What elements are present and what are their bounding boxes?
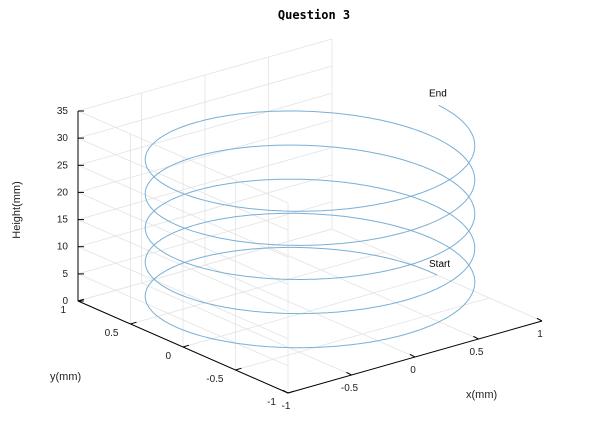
x-tick-label: 0 <box>410 365 416 376</box>
x-tick-mark <box>473 335 479 340</box>
y-tick-mark <box>130 321 137 325</box>
y-tick-mark <box>182 344 190 348</box>
grid-line <box>182 274 438 348</box>
y-tick-label: -0.5 <box>206 374 224 385</box>
grid-line <box>77 110 289 204</box>
grid-line <box>77 120 333 193</box>
grid-line <box>235 297 490 371</box>
z-tick-label: 5 <box>62 269 68 280</box>
grid-line <box>77 273 289 367</box>
z-tick-label: 30 <box>57 133 69 144</box>
x-tick-mark <box>409 353 416 358</box>
y-tick-mark <box>287 390 295 394</box>
z-tick-label: 10 <box>57 242 69 253</box>
z-tick-label: 0 <box>62 296 68 307</box>
grid-line <box>77 219 289 312</box>
grid-line <box>77 147 333 220</box>
chart-title: Question 3 <box>278 8 350 22</box>
z-tick-label: 20 <box>57 187 69 198</box>
annotations-layer: Start End <box>429 89 450 271</box>
x-tick-mark <box>282 389 289 394</box>
y-tick-label: -1 <box>267 397 276 408</box>
y-tick-mark <box>235 367 242 371</box>
grid-line <box>77 246 289 340</box>
grid-line <box>77 201 333 275</box>
x-tick-mark <box>346 371 352 376</box>
z-tick-label: 15 <box>57 215 69 226</box>
grid-line <box>77 192 289 285</box>
z-tick-label: 25 <box>57 160 69 171</box>
x-tick-label: 0.5 <box>470 347 484 358</box>
grid-line <box>77 38 333 112</box>
x-axis-label: x(mm) <box>466 389 497 401</box>
annotation-end: End <box>429 89 447 100</box>
x-tick-mark <box>536 317 543 322</box>
y-tick-label: 0 <box>165 351 171 362</box>
grid-layer <box>77 38 543 394</box>
x-tick-label: 1 <box>537 329 543 340</box>
y-tick-label: 0.5 <box>105 328 119 339</box>
z-axis-label: Height(mm) <box>11 181 23 238</box>
grid-line <box>77 174 333 248</box>
grid-line <box>130 251 385 325</box>
series-layer <box>144 104 476 349</box>
grid-line <box>77 228 333 302</box>
y-tick-label: 1 <box>60 305 66 316</box>
grid-line <box>77 65 333 139</box>
z-tick-label: 35 <box>57 106 69 117</box>
annotation-start: Start <box>429 259 450 270</box>
grid-line <box>77 92 333 166</box>
helix-series-line <box>144 104 476 349</box>
y-axis-label: y(mm) <box>50 371 81 383</box>
x-tick-label: -0.5 <box>341 383 359 394</box>
x-tick-label: -1 <box>282 401 291 412</box>
grid-line <box>77 164 289 258</box>
